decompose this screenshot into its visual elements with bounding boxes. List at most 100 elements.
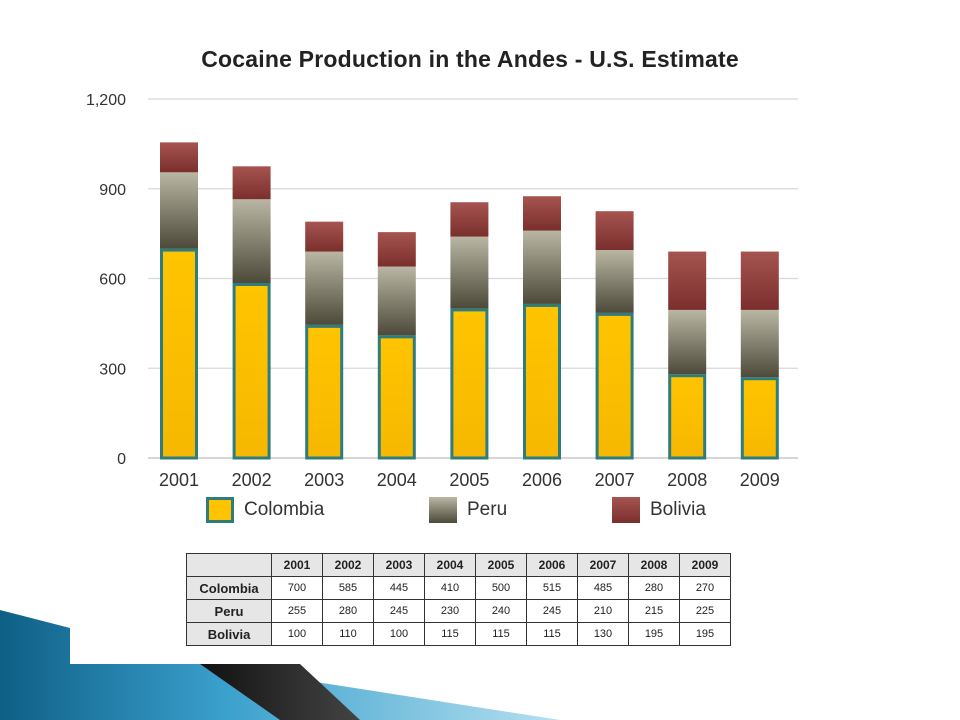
table-header-row: 2001 2002 2003 2004 2005 2006 2007 2008 … [186, 553, 731, 577]
table-column-header: 2008 [628, 553, 680, 577]
table-cell: 115 [475, 622, 527, 646]
deco-dark-wedge [200, 664, 360, 720]
y-tick-label: 0 [117, 451, 126, 468]
legend-item-bolivia: Bolivia [612, 496, 706, 524]
bar-colombia-2004 [377, 335, 416, 460]
table-cell: 240 [475, 599, 527, 623]
table-cell: 410 [424, 576, 476, 600]
legend-swatch-colombia [206, 497, 234, 523]
table-cell: 700 [271, 576, 323, 600]
legend-swatch-bolivia [612, 497, 640, 523]
bar-bolivia-2003 [305, 221, 344, 252]
table-cell: 280 [628, 576, 680, 600]
bar-colombia-2006 [523, 303, 561, 460]
legend-label-peru: Peru [467, 499, 508, 520]
table-cell: 485 [577, 576, 629, 600]
x-tick-label: 2003 [304, 470, 344, 490]
table-cell: 230 [424, 599, 476, 623]
bar-peru-2003 [305, 251, 344, 325]
bar-peru-2001 [160, 172, 198, 249]
table-row-bolivia: Bolivia 100 110 100 115 115 115 130 195 … [186, 622, 731, 646]
table-cell: 215 [628, 599, 680, 623]
bar-bolivia-2008 [668, 251, 707, 310]
table-row-label: Peru [186, 599, 272, 623]
table-column-header: 2009 [679, 553, 731, 577]
x-tick-label: 2002 [232, 470, 272, 490]
bar-peru-2009 [740, 309, 779, 378]
deco-blue-band [0, 610, 560, 720]
bar-colombia-2005 [450, 308, 489, 460]
x-tick-label: 2009 [740, 470, 780, 490]
chart-title: Cocaine Production in the Andes - U.S. E… [201, 46, 739, 72]
bar-bolivia-2007 [595, 211, 634, 251]
x-tick-label: 2001 [159, 470, 199, 490]
bar-bolivia-2009 [740, 251, 779, 310]
table-column-header: 2002 [322, 553, 374, 577]
legend-label-colombia: Colombia [244, 499, 325, 520]
y-tick-label: 300 [99, 361, 126, 378]
bar-bolivia-2005 [450, 202, 489, 237]
table-column-header: 2003 [373, 553, 425, 577]
legend-label-bolivia: Bolivia [650, 499, 706, 520]
table-cell: 445 [373, 576, 425, 600]
bar-peru-2004 [377, 266, 416, 336]
table-corner-cell [186, 553, 272, 577]
table-column-header: 2001 [271, 553, 323, 577]
table-cell: 515 [526, 576, 578, 600]
legend-item-peru: Peru [429, 496, 507, 524]
bar-bolivia-2006 [523, 196, 561, 231]
table-cell: 255 [271, 599, 323, 623]
table-column-header: 2006 [526, 553, 578, 577]
table-cell: 100 [271, 622, 323, 646]
data-table: 2001 2002 2003 2004 2005 2006 2007 2008 … [186, 553, 731, 646]
bar-colombia-2008 [668, 374, 707, 460]
table-cell: 110 [322, 622, 374, 646]
bar-bolivia-2004 [377, 232, 416, 267]
table-row-label: Bolivia [186, 622, 272, 646]
table-column-header: 2004 [424, 553, 476, 577]
table-cell: 115 [424, 622, 476, 646]
x-tick-label: 2006 [522, 470, 562, 490]
bar-colombia-2002 [232, 282, 271, 460]
bar-peru-2006 [523, 230, 561, 304]
bar-colombia-2001 [160, 248, 198, 460]
table-cell: 500 [475, 576, 527, 600]
x-tick-label: 2005 [449, 470, 489, 490]
legend-swatch-peru [429, 497, 457, 523]
table-cell: 210 [577, 599, 629, 623]
table-cell: 280 [322, 599, 374, 623]
table-cell: 225 [679, 599, 731, 623]
bar-peru-2008 [668, 309, 707, 375]
x-tick-label: 2008 [667, 470, 707, 490]
y-tick-label: 900 [99, 182, 126, 199]
table-cell: 270 [679, 576, 731, 600]
table-cell: 195 [628, 622, 680, 646]
y-tick-label: 600 [99, 272, 126, 289]
y-tick-label: 1,200 [86, 92, 126, 109]
bar-peru-2005 [450, 236, 489, 309]
bar-peru-2007 [595, 250, 634, 313]
bar-bolivia-2002 [232, 166, 271, 200]
table-row-colombia: Colombia 700 585 445 410 500 515 485 280… [186, 576, 731, 600]
table-row-label: Colombia [186, 576, 272, 600]
table-cell: 115 [526, 622, 578, 646]
table-cell: 195 [679, 622, 731, 646]
table-cell: 130 [577, 622, 629, 646]
table-cell: 585 [322, 576, 374, 600]
table-column-header: 2007 [577, 553, 629, 577]
table-column-header: 2005 [475, 553, 527, 577]
table-cell: 100 [373, 622, 425, 646]
table-cell: 245 [526, 599, 578, 623]
bar-colombia-2007 [595, 312, 634, 460]
bar-colombia-2003 [305, 324, 344, 460]
table-row-peru: Peru 255 280 245 230 240 245 210 215 225 [186, 599, 731, 623]
x-tick-label: 2004 [377, 470, 417, 490]
bar-colombia-2009 [740, 377, 779, 460]
x-tick-label: 2007 [595, 470, 635, 490]
table-cell: 245 [373, 599, 425, 623]
bar-bolivia-2001 [160, 142, 198, 173]
legend-item-colombia: Colombia [206, 496, 324, 524]
bar-peru-2002 [232, 199, 271, 283]
